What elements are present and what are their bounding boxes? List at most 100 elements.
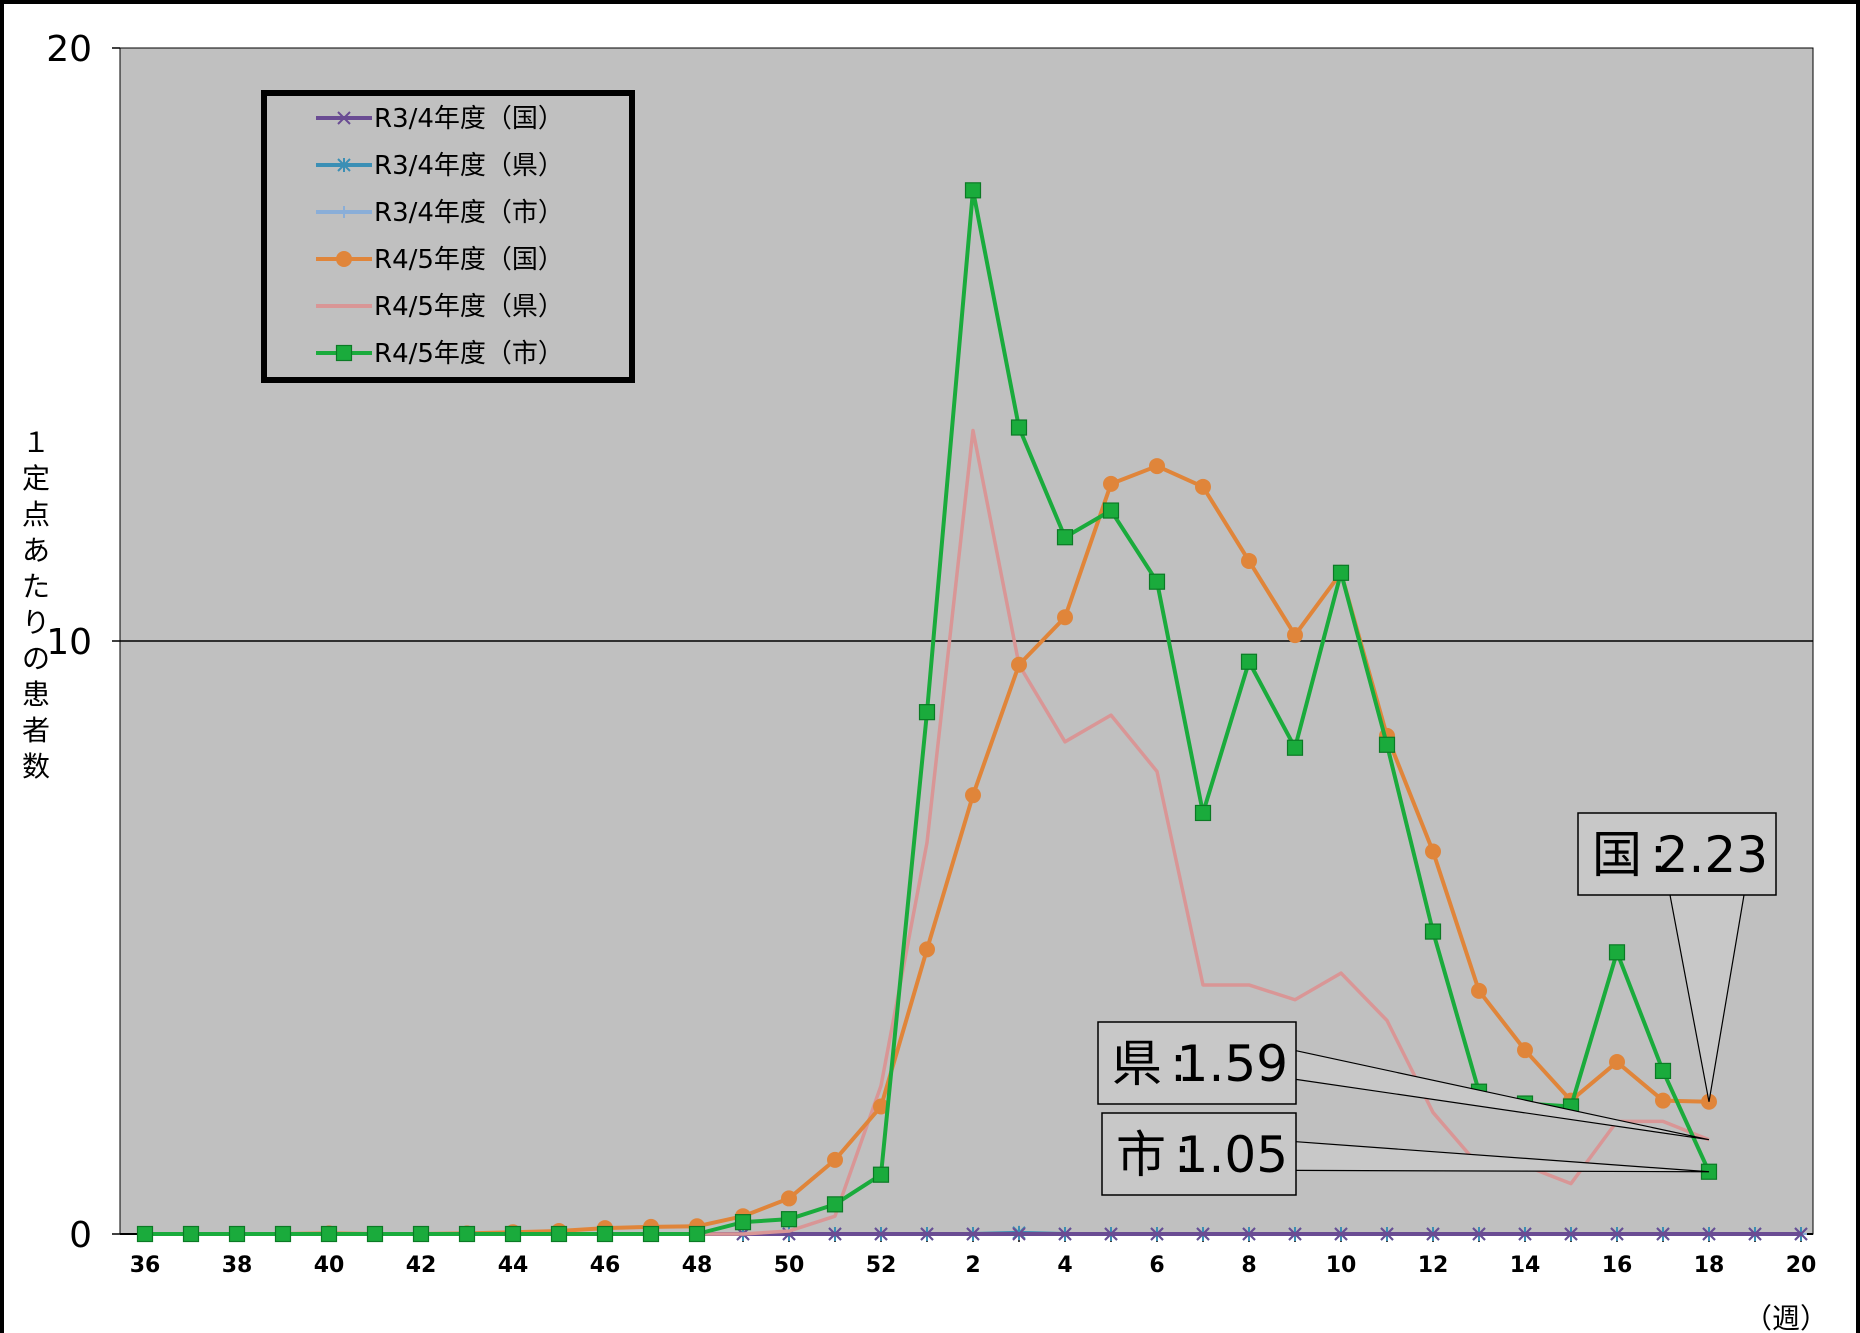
legend-marker — [335, 344, 353, 362]
data-point — [1656, 1227, 1670, 1241]
data-point — [1794, 1227, 1808, 1241]
series-lines — [136, 182, 1808, 1243]
data-point — [1195, 478, 1211, 495]
data-point — [781, 1190, 797, 1207]
legend-marker — [336, 251, 352, 267]
legend-entry: R3/4年度（市） — [316, 198, 564, 228]
data-point — [1011, 656, 1027, 673]
x-tick-label: 46 — [590, 1253, 621, 1278]
callout-colon: : — [1174, 1126, 1191, 1184]
x-tick-label: 44 — [498, 1253, 529, 1278]
data-point — [1334, 1227, 1348, 1241]
data-point — [412, 1225, 430, 1243]
x-tick-label: 8 — [1241, 1253, 1256, 1278]
x-tick-label: 20 — [1786, 1253, 1817, 1278]
data-point — [874, 1227, 888, 1241]
y-axis-label-char: の — [22, 642, 50, 675]
x-tick-label: 42 — [406, 1253, 437, 1278]
data-point — [550, 1225, 568, 1243]
data-point — [1103, 475, 1119, 492]
data-point — [1287, 627, 1303, 644]
data-point — [1518, 1227, 1532, 1241]
callout-value: 1.05 — [1177, 1126, 1288, 1184]
legend-entry: R4/5年度（市） — [316, 339, 564, 369]
data-point — [734, 1214, 752, 1231]
legend-entry: R3/4年度（国） — [316, 104, 564, 134]
x-tick-label: 16 — [1602, 1253, 1633, 1278]
data-point — [458, 1225, 476, 1243]
data-point — [1194, 804, 1212, 822]
callout-box — [1101, 1112, 1297, 1196]
data-point — [688, 1225, 706, 1243]
y-axis-label-char: 点 — [22, 498, 50, 531]
data-point — [1702, 1227, 1716, 1241]
callout-leader — [1295, 1050, 1710, 1141]
x-tick-label: 6 — [1149, 1253, 1164, 1278]
data-point — [136, 1225, 154, 1243]
callout-3: 市:1.05 — [1101, 1112, 1710, 1196]
legend: R3/4年度（国） R3/4年度（県） R3/4年度（市） R4/5年度（国） R4/5… — [261, 90, 635, 383]
data-point — [1517, 1042, 1533, 1059]
callout-leader — [1669, 894, 1745, 1102]
data-point — [1609, 1054, 1625, 1071]
data-point — [965, 787, 981, 804]
x-tick-label: 14 — [1510, 1253, 1541, 1278]
x-tick-label: 38 — [222, 1253, 253, 1278]
legend-label: R3/4年度（国） — [374, 104, 564, 134]
x-tick-label: 52 — [866, 1253, 897, 1278]
data-point — [182, 1225, 200, 1243]
y-axis-label-char: 数 — [22, 750, 50, 783]
data-point — [504, 1225, 522, 1243]
data-point — [873, 1098, 889, 1115]
callout-value: 1.59 — [1177, 1035, 1288, 1093]
data-point — [1241, 552, 1257, 569]
data-point — [1378, 736, 1396, 753]
data-point — [1286, 739, 1304, 756]
data-point — [320, 1225, 338, 1243]
data-point — [966, 1227, 980, 1241]
callouts: 国:2.23県:1.59市:1.05 — [1097, 812, 1777, 1196]
data-point — [1012, 1227, 1026, 1241]
data-point — [1471, 982, 1487, 999]
x-axis-label: （週） — [1744, 1302, 1828, 1333]
data-point — [1610, 1227, 1624, 1241]
data-point — [1242, 1227, 1256, 1241]
callout-leader — [1295, 1141, 1710, 1173]
data-point — [1102, 502, 1120, 519]
data-point — [1058, 1227, 1072, 1241]
legend-entry: R4/5年度（県） — [316, 292, 564, 322]
data-point — [872, 1166, 890, 1183]
data-point — [1425, 843, 1441, 860]
x-tick-label: 36 — [130, 1253, 161, 1278]
x-tick-label: 4 — [1057, 1253, 1072, 1278]
data-point — [1148, 573, 1166, 590]
callout-colon: : — [1170, 1035, 1187, 1093]
data-point — [1288, 1227, 1302, 1241]
data-point — [826, 1196, 844, 1213]
y-axis-label-char: 患 — [22, 678, 50, 711]
data-point — [596, 1225, 614, 1243]
data-point — [1057, 609, 1073, 626]
data-point — [827, 1151, 843, 1168]
y-axis-label-char: り — [22, 606, 50, 639]
data-point — [1608, 944, 1626, 961]
legend-label: R4/5年度（市） — [374, 339, 564, 369]
legend-entry: R4/5年度（国） — [316, 245, 564, 275]
data-point — [1426, 1227, 1440, 1241]
y-tick-label: 10 — [46, 622, 92, 663]
callout-colon: : — [1650, 826, 1667, 884]
y-tick-label: 20 — [46, 29, 92, 70]
series-6 — [136, 182, 1718, 1243]
x-tick-label: 2 — [965, 1253, 980, 1278]
legend-entry: R3/4年度（県） — [316, 151, 564, 181]
data-point — [920, 1227, 934, 1241]
data-point — [1332, 564, 1350, 581]
legend-label: R4/5年度（国） — [374, 245, 564, 275]
data-point — [1424, 923, 1442, 940]
x-tick-label: 50 — [774, 1253, 805, 1278]
data-point — [366, 1225, 384, 1243]
legend-marker — [337, 158, 351, 172]
x-tick-label: 12 — [1418, 1253, 1449, 1278]
data-point — [274, 1225, 292, 1243]
